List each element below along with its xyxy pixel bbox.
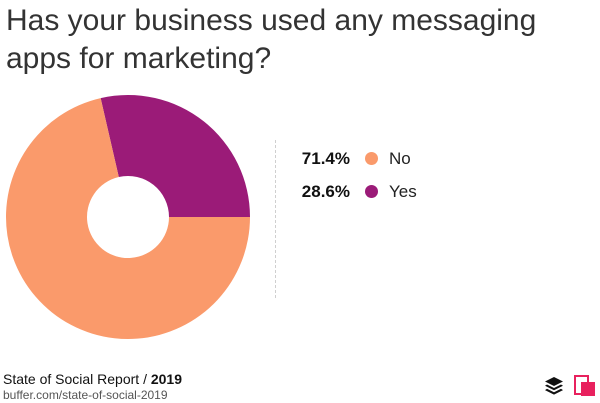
donut-slice-no [5, 98, 251, 339]
legend-divider [275, 140, 276, 298]
source-url[interactable]: buffer.com/state-of-social-2019 [3, 388, 168, 402]
legend-item-yes: 28.6% Yes [296, 175, 417, 208]
source-year: 2019 [150, 371, 183, 387]
legend-label-no: No [389, 148, 411, 168]
chart-title: Has your business used any messaging app… [6, 4, 537, 75]
donut-chart [5, 95, 251, 339]
legend-value-yes: 28.6% [301, 181, 350, 201]
brand-logo-icon [574, 375, 595, 396]
legend-item-no: 71.4% No [296, 142, 417, 175]
buffer-logo-icon [545, 377, 563, 395]
legend-label-yes: Yes [389, 181, 417, 201]
legend-swatch-yes [365, 185, 378, 198]
chart-legend: 71.4% No 28.6% Yes [296, 142, 417, 208]
source-credit: State of Social Report / 2019 [3, 371, 182, 387]
donut-slice-yes [100, 95, 250, 217]
source-report-name: State of Social Report / [3, 371, 147, 387]
legend-swatch-no [365, 152, 378, 165]
legend-value-no: 71.4% [301, 148, 350, 168]
